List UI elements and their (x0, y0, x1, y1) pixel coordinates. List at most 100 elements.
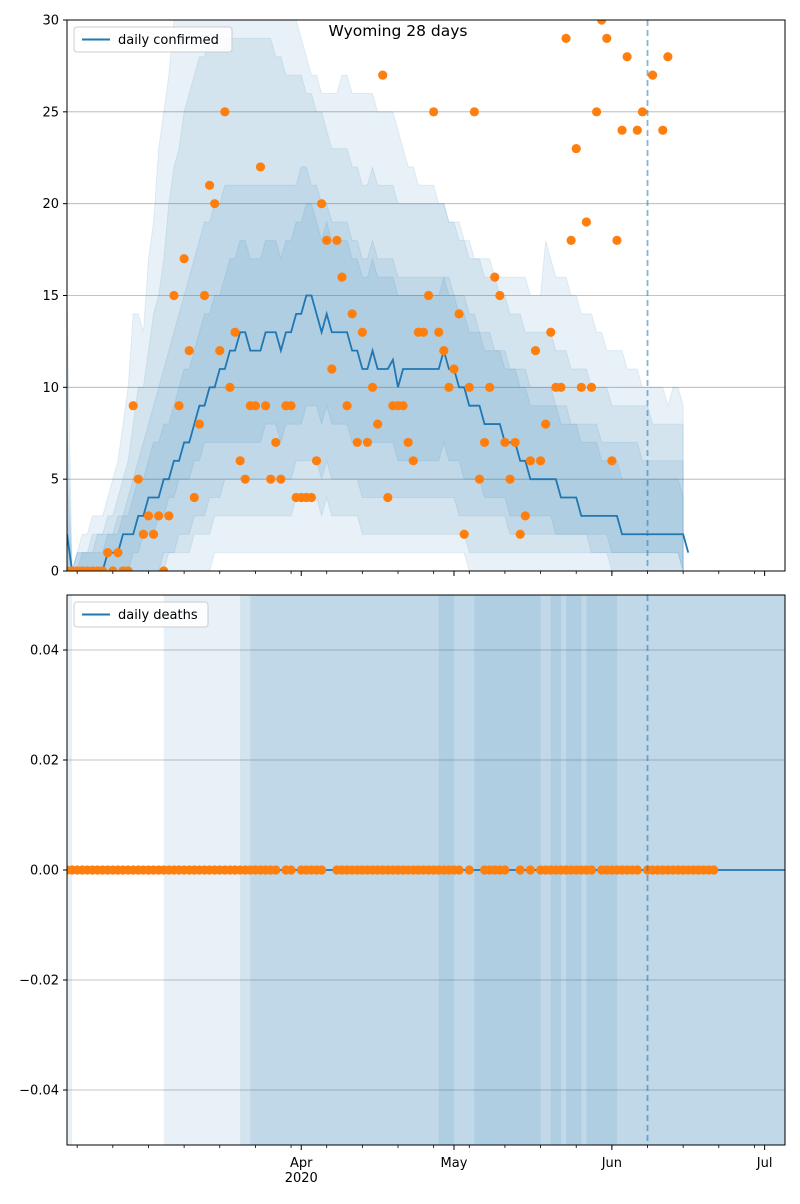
data-point (179, 254, 189, 264)
y-tick-label: 30 (42, 14, 59, 29)
data-point (154, 511, 164, 521)
data-point (352, 437, 362, 448)
data-point (103, 548, 113, 558)
data-point (423, 290, 434, 301)
data-point (500, 865, 510, 875)
data-point (123, 566, 133, 571)
data-point (164, 511, 174, 521)
data-point (648, 70, 658, 80)
data-point (525, 456, 535, 466)
data-point (250, 401, 261, 411)
data-point (439, 346, 449, 356)
data-point (510, 437, 520, 448)
x-tick-label: May (441, 1156, 468, 1171)
data-point (113, 548, 123, 558)
y-tick-label: 15 (42, 289, 59, 304)
data-point (286, 865, 296, 875)
legend-box (73, 601, 209, 628)
data-point (322, 235, 332, 245)
y-tick-label: 25 (42, 105, 59, 120)
data-point (306, 492, 317, 503)
data-point (658, 125, 668, 135)
data-point (276, 474, 286, 484)
data-point (169, 290, 179, 301)
data-point (367, 382, 378, 392)
data-point (317, 865, 327, 875)
data-point (515, 529, 525, 539)
data-point (571, 143, 581, 154)
data-point (622, 52, 632, 62)
data-point (225, 382, 235, 392)
data-point (286, 401, 296, 411)
y-tick-label: 10 (42, 381, 59, 396)
data-point (184, 346, 194, 356)
data-point (347, 309, 357, 319)
data-point (327, 364, 337, 374)
data-point (566, 235, 576, 245)
confirmed-panel: 0 5 10 15 20 25 30 daily confirmed (42, 14, 786, 580)
data-point (586, 382, 597, 392)
data-point (215, 346, 225, 356)
data-point (240, 474, 250, 484)
data-point (541, 419, 551, 429)
data-point (418, 327, 429, 337)
data-point (637, 107, 648, 117)
data-point (607, 456, 617, 466)
data-point (398, 401, 408, 411)
x-tick-label: Jul (756, 1156, 773, 1171)
x-tick-label: Jun (601, 1156, 622, 1171)
x-tick-sublabel: 2020 (285, 1171, 318, 1186)
data-point (479, 437, 490, 448)
data-point (474, 474, 485, 484)
legend-label: daily confirmed (118, 33, 219, 48)
data-point (255, 162, 266, 172)
data-point (464, 382, 474, 392)
data-point (525, 865, 535, 875)
data-point (454, 309, 464, 319)
data-point (490, 272, 500, 282)
data-point (454, 865, 464, 875)
data-point (220, 107, 230, 117)
data-point (271, 865, 281, 875)
data-point (342, 401, 352, 411)
data-point (128, 401, 138, 411)
data-point (464, 865, 474, 875)
data-point (337, 272, 347, 282)
data-point (495, 290, 505, 301)
data-point (204, 180, 215, 190)
y-tick-label: −0.04 (19, 1084, 59, 1099)
data-point (556, 382, 566, 392)
y-tick-label: 0 (51, 565, 59, 580)
data-point (663, 52, 673, 62)
data-point (311, 456, 322, 466)
data-point (520, 511, 530, 521)
data-point (500, 437, 510, 448)
series-line (67, 294, 690, 571)
y-tick-label: −0.02 (19, 974, 59, 989)
data-point (235, 456, 245, 466)
data-point (429, 107, 439, 117)
data-point (561, 33, 571, 43)
data-point (260, 401, 271, 411)
data-point (597, 20, 607, 25)
data-point (189, 492, 199, 503)
data-point (602, 33, 612, 43)
data-point (459, 529, 469, 539)
data-point (546, 327, 556, 337)
data-point (98, 566, 108, 571)
y-tick-label: 5 (51, 473, 59, 488)
data-point (505, 474, 515, 484)
legend-label: daily deaths (118, 608, 198, 623)
data-point (378, 70, 388, 80)
confidence-band (67, 37, 684, 571)
data-point (108, 566, 118, 571)
data-point (174, 401, 184, 411)
data-point (576, 382, 586, 392)
data-point (617, 125, 627, 135)
data-point (586, 865, 597, 875)
data-point (449, 364, 459, 374)
plot-area (67, 595, 785, 1145)
y-tick-label: 20 (42, 197, 59, 212)
